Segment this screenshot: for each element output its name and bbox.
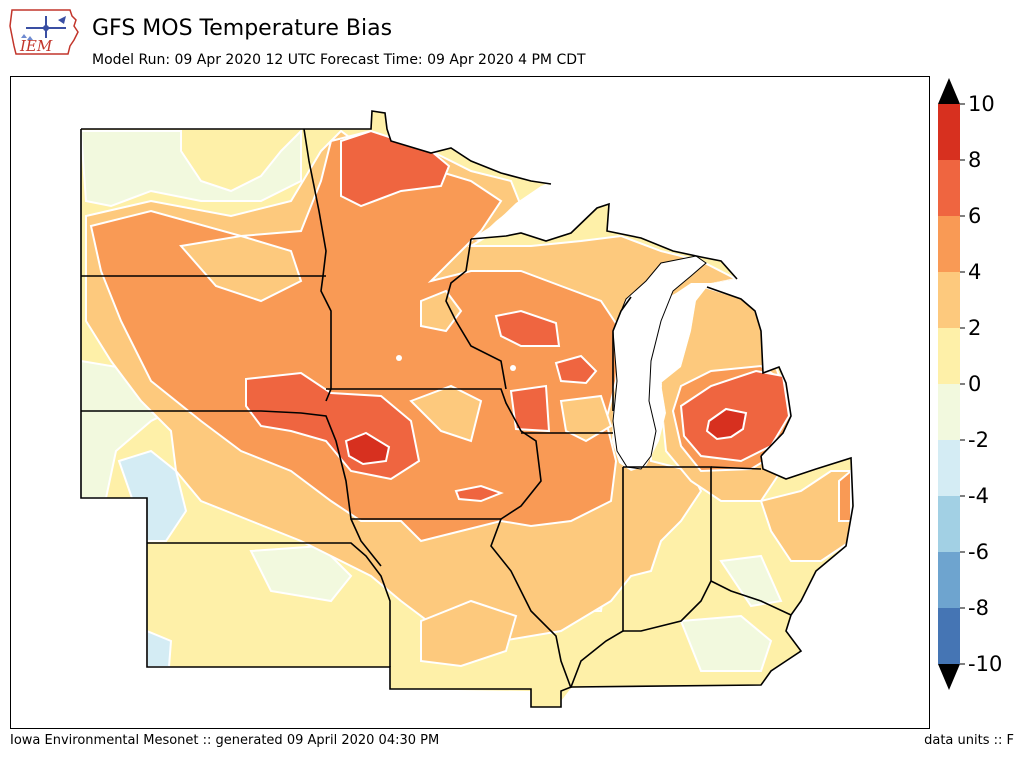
colorbar-bin-5 <box>938 384 960 440</box>
map-panel <box>10 76 930 729</box>
colorbar-tick-label: -4 <box>968 484 989 508</box>
colorbar-over-arrow <box>938 78 960 104</box>
logo-text: IEM <box>19 37 53 55</box>
colorbar-tick-label: 0 <box>968 372 981 396</box>
colorbar-tick-label: -2 <box>968 428 989 452</box>
colorbar-tick-label: 8 <box>968 148 981 172</box>
iem-logo: IEM <box>9 9 79 55</box>
colorbar-bin-1 <box>938 160 960 216</box>
colorbar-bin-4 <box>938 328 960 384</box>
footer-source: Iowa Environmental Mesonet :: generated … <box>10 733 440 748</box>
colorbar-under-arrow <box>938 664 960 690</box>
colorbar-bin-7 <box>938 496 960 552</box>
colorbar-tick-label: 4 <box>968 260 981 284</box>
colorbar-tick-label: 6 <box>968 204 981 228</box>
footer-units: data units :: F <box>924 733 1014 748</box>
colorbar-bin-3 <box>938 272 960 328</box>
colorbar-bin-6 <box>938 440 960 496</box>
colorbar-bins <box>938 104 960 664</box>
colorbar-tick-label: -6 <box>968 540 989 564</box>
bias-map <box>80 110 854 708</box>
lake-michigan <box>612 255 707 470</box>
colorbar-tick-label: -10 <box>968 652 1002 676</box>
state-borders <box>80 110 854 708</box>
colorbar-tick-label: 10 <box>968 92 995 116</box>
lake-superior <box>471 181 554 241</box>
page-title: GFS MOS Temperature Bias <box>92 16 393 41</box>
colorbar: 10 8 6 4 2 0 -2 -4 -6 -8 -10 <box>938 78 1002 690</box>
colorbar-bin-0 <box>938 104 960 160</box>
colorbar-tick-label: 2 <box>968 316 981 340</box>
colorbar-tick-label: -8 <box>968 596 989 620</box>
colorbar-ticks: 10 8 6 4 2 0 -2 -4 -6 -8 -10 <box>960 92 1002 676</box>
colorbar-bin-9 <box>938 608 960 664</box>
page-subtitle: Model Run: 09 Apr 2020 12 UTC Forecast T… <box>92 52 586 68</box>
colorbar-bin-2 <box>938 216 960 272</box>
colorbar-bin-8 <box>938 552 960 608</box>
